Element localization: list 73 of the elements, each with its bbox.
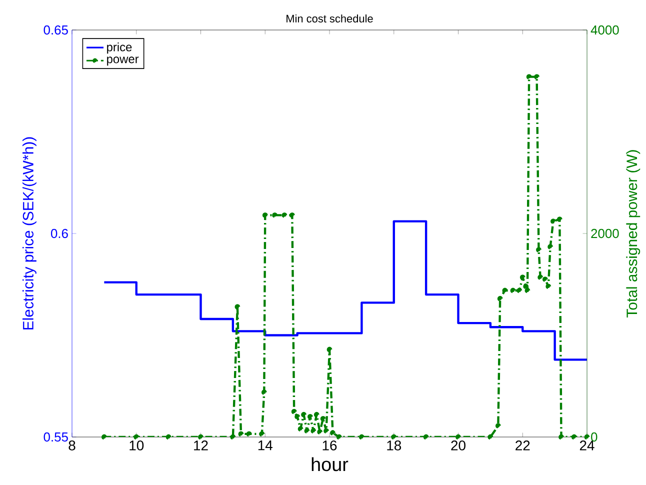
point <box>497 296 503 302</box>
y2-tick-label: 0 <box>591 432 598 442</box>
point <box>320 416 326 422</box>
point <box>310 428 316 434</box>
point <box>423 434 429 440</box>
point <box>289 212 295 218</box>
point <box>542 276 548 282</box>
point <box>234 304 240 310</box>
point <box>391 434 397 440</box>
x-tick-label: 12 <box>194 440 208 450</box>
point <box>584 434 590 440</box>
point <box>261 390 267 395</box>
point <box>246 431 252 437</box>
point <box>359 434 364 440</box>
legend-label: power <box>107 56 139 66</box>
point <box>259 431 265 437</box>
point <box>536 247 542 252</box>
point <box>558 434 564 440</box>
point <box>523 284 529 290</box>
point <box>301 412 306 418</box>
point <box>304 428 310 434</box>
point <box>571 434 577 440</box>
point <box>456 434 461 440</box>
point <box>134 434 140 440</box>
point <box>336 434 342 440</box>
point <box>520 274 526 280</box>
point <box>524 288 530 294</box>
point <box>526 74 532 80</box>
y2-tick-label: 4000 <box>590 25 619 35</box>
point <box>238 431 244 437</box>
y-axis-title: Electricity price (SEK/(kW*h)) <box>22 137 36 330</box>
point <box>550 218 556 224</box>
point <box>510 288 516 294</box>
point <box>314 412 320 418</box>
y-tick-label: 0.65 <box>44 25 68 35</box>
point <box>262 212 268 218</box>
point <box>495 423 501 428</box>
point <box>324 428 329 434</box>
point <box>516 288 522 294</box>
y-tick-label: 0.6 <box>50 228 68 238</box>
x-tick-label: 20 <box>451 440 466 450</box>
y2-axis-title: Total assigned power (W) <box>626 150 640 318</box>
point <box>230 434 236 440</box>
point <box>534 74 540 80</box>
point <box>291 408 297 414</box>
point <box>326 346 332 352</box>
point <box>102 434 107 440</box>
point <box>166 434 172 440</box>
y2-tick-label: 2000 <box>591 228 619 238</box>
point <box>198 434 204 440</box>
x-tick-label: 22 <box>516 440 530 450</box>
point <box>308 414 313 420</box>
point <box>548 244 553 250</box>
x-tick-label: 8 <box>68 440 76 450</box>
point <box>282 212 288 218</box>
point <box>294 414 300 420</box>
point <box>298 426 304 432</box>
x-axis-title: hour <box>312 457 348 472</box>
legend-label: price <box>107 42 132 54</box>
point <box>272 212 278 218</box>
x-tick-label: 24 <box>580 440 594 450</box>
x-tick-label: 14 <box>258 440 272 450</box>
point <box>330 430 336 436</box>
point <box>488 434 494 440</box>
point <box>317 429 323 435</box>
chart-title: Min cost schedule <box>286 14 373 22</box>
x-tick-label: 18 <box>387 440 402 450</box>
point <box>538 274 544 280</box>
x-tick-label: 16 <box>322 440 337 450</box>
point <box>546 284 552 290</box>
point <box>556 216 562 222</box>
x-tick-label: 10 <box>130 440 144 450</box>
y-tick-label: 0.55 <box>44 432 68 442</box>
